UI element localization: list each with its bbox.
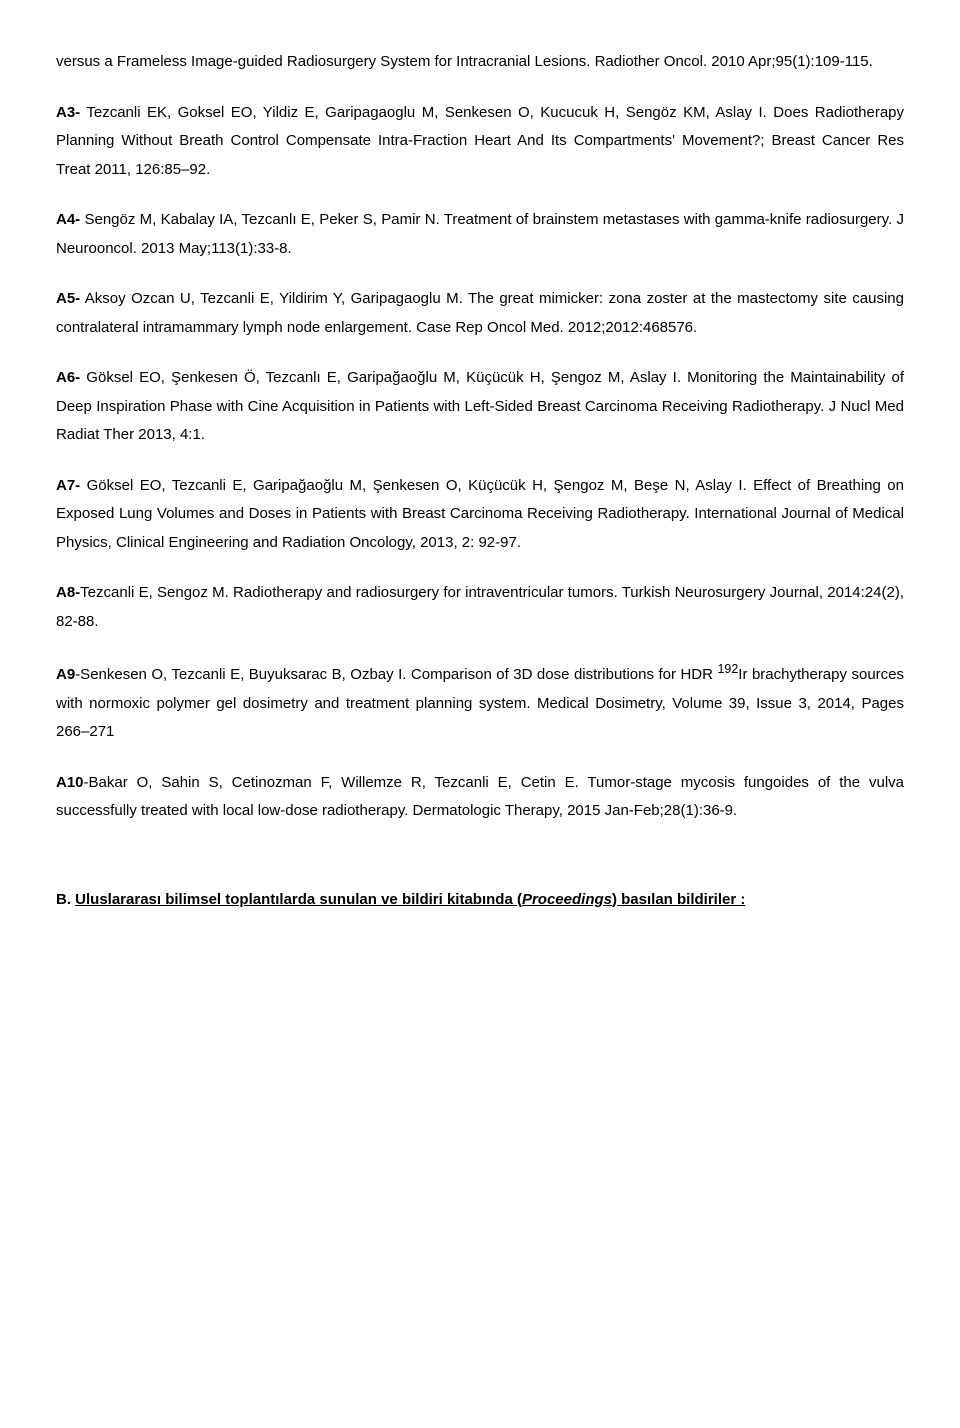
isotope-sup: 192 bbox=[717, 662, 738, 676]
ref-a9: A9-Senkesen O, Tezcanli E, Buyuksarac B,… bbox=[56, 658, 904, 747]
ref-a2-continuation: versus a Frameless Image-guided Radiosur… bbox=[56, 48, 904, 77]
ref-a7: A7- Göksel EO, Tezcanli E, Garipağaoğlu … bbox=[56, 472, 904, 558]
ref-label: A8- bbox=[56, 584, 80, 601]
section-title-2: ) basılan bildiriler : bbox=[612, 891, 745, 908]
ref-a5: A5- Aksoy Ozcan U, Tezcanli E, Yildirim … bbox=[56, 285, 904, 342]
section-b-heading: B. Uluslararası bilimsel toplantılarda s… bbox=[56, 886, 904, 915]
ref-label: A3- bbox=[56, 104, 80, 121]
ref-label: A6- bbox=[56, 369, 80, 386]
ref-text: Sengöz M, Kabalay IA, Tezcanlı E, Peker … bbox=[56, 211, 904, 257]
ref-text: -Senkesen O, Tezcanli E, Buyuksarac B, O… bbox=[75, 666, 717, 683]
ref-text: -Bakar O, Sahin S, Cetinozman F, Willemz… bbox=[56, 774, 904, 820]
ref-label: A4- bbox=[56, 211, 80, 228]
ref-text: Tezcanli EK, Goksel EO, Yildiz E, Garipa… bbox=[56, 104, 904, 178]
section-title-italic: Proceedings bbox=[522, 891, 612, 908]
ref-label: A9 bbox=[56, 666, 75, 683]
ref-label: A10 bbox=[56, 774, 84, 791]
ref-label: A7- bbox=[56, 477, 80, 494]
section-title-1: Uluslararası bilimsel toplantılarda sunu… bbox=[75, 891, 522, 908]
ref-a4: A4- Sengöz M, Kabalay IA, Tezcanlı E, Pe… bbox=[56, 206, 904, 263]
ref-a8: A8-Tezcanli E, Sengoz M. Radiotherapy an… bbox=[56, 579, 904, 636]
ref-text: Tezcanli E, Sengoz M. Radiotherapy and r… bbox=[56, 584, 904, 630]
section-prefix: B. bbox=[56, 891, 75, 908]
ref-label: A5- bbox=[56, 290, 80, 307]
ref-a10: A10-Bakar O, Sahin S, Cetinozman F, Will… bbox=[56, 769, 904, 826]
ref-a3: A3- Tezcanli EK, Goksel EO, Yildiz E, Ga… bbox=[56, 99, 904, 185]
ref-text: Göksel EO, Şenkesen Ö, Tezcanlı E, Garip… bbox=[56, 369, 904, 443]
ref-a6: A6- Göksel EO, Şenkesen Ö, Tezcanlı E, G… bbox=[56, 364, 904, 450]
ref-text: Göksel EO, Tezcanli E, Garipağaoğlu M, Ş… bbox=[56, 477, 904, 551]
ref-text: Aksoy Ozcan U, Tezcanli E, Yildirim Y, G… bbox=[56, 290, 904, 336]
